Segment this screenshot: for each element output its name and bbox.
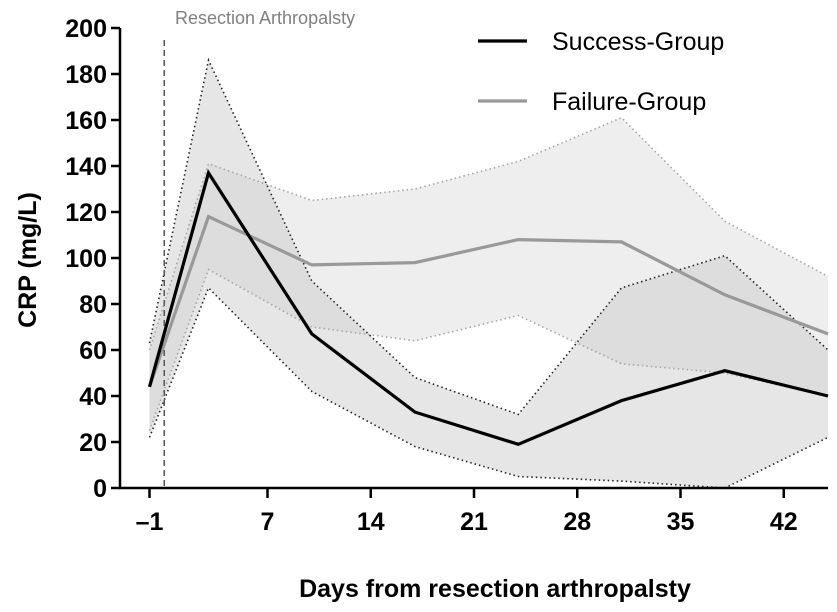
success-group-upper-bound [148, 57, 829, 416]
success-group-legend-label: Success-Group [552, 28, 724, 56]
y-tick-label: 0 [93, 475, 107, 503]
confidence-bands [149, 60, 828, 488]
y-tick-label: 200 [65, 15, 107, 43]
y-tick-label: 20 [79, 429, 107, 457]
y-tick-label: 40 [79, 383, 107, 411]
x-tick-label: 28 [563, 508, 591, 536]
y-axis-title: CRP (mg/L) [14, 192, 42, 328]
failure-group-lower-bound [148, 268, 829, 431]
failure-group-legend-label: Failure-Group [552, 88, 706, 116]
success-group-line [147, 169, 829, 447]
failure-group-line [147, 214, 829, 388]
y-tick-label: 140 [65, 153, 107, 181]
x-axis-ticks: –1 7 14 21 28 35 42 [136, 488, 798, 536]
y-tick-label: 160 [65, 107, 107, 135]
legend: Success-Group Failure-Group [478, 28, 724, 116]
y-axis-ticks: 0 20 40 60 80 100 120 140 160 180 200 [65, 15, 120, 503]
resection-annotation: Resection Arthropalsty [175, 8, 355, 28]
y-tick-label: 120 [65, 199, 107, 227]
y-tick-label: 180 [65, 61, 107, 89]
x-tick-label: 7 [261, 508, 275, 536]
x-tick-label: 42 [770, 508, 798, 536]
x-axis-title: Days from resection arthropalsty [299, 575, 691, 603]
success-group-band [149, 60, 828, 488]
y-tick-label: 60 [79, 337, 107, 365]
y-tick-label: 80 [79, 291, 107, 319]
series-lines [147, 169, 829, 447]
failure-group-band [149, 117, 828, 431]
y-tick-label: 100 [65, 245, 107, 273]
x-tick-label: –1 [136, 508, 164, 536]
x-tick-label: 35 [667, 508, 695, 536]
x-tick-label: 14 [357, 508, 385, 536]
x-tick-label: 21 [460, 508, 488, 536]
